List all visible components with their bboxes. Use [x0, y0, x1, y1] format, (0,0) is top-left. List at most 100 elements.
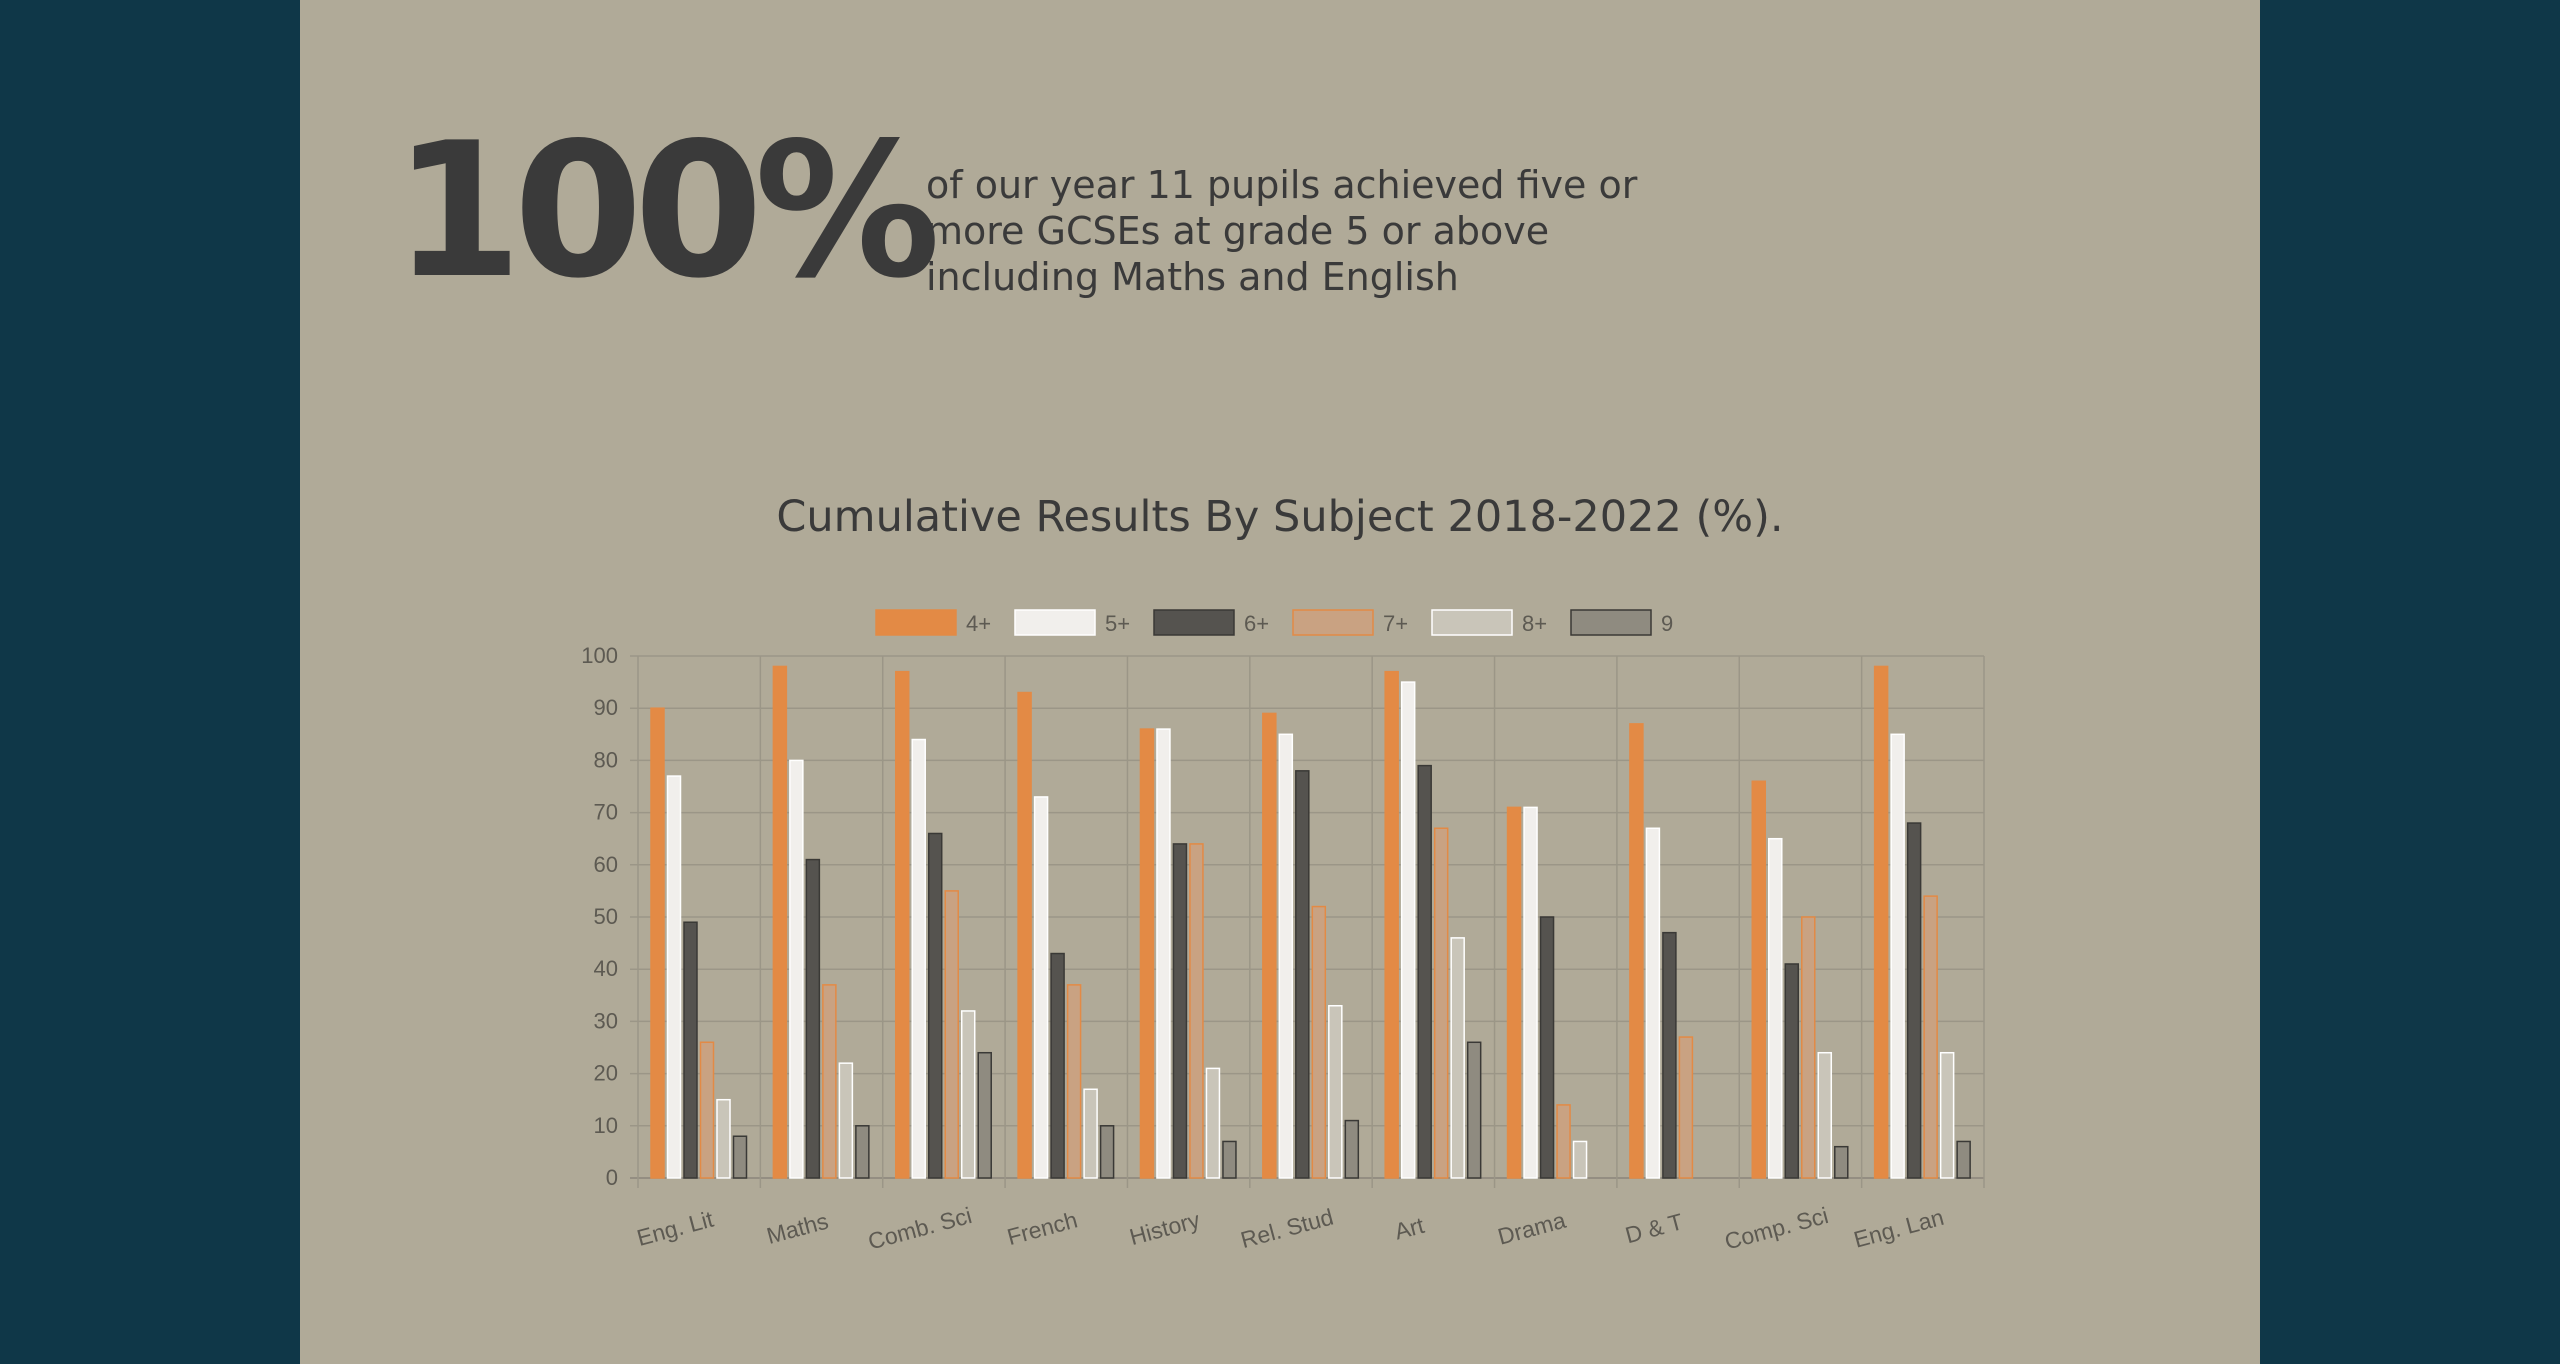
- bar: [944, 890, 959, 1179]
- bar: [822, 984, 837, 1179]
- bar: [960, 1010, 976, 1179]
- bar: [1506, 806, 1522, 1179]
- y-tick-label: 30: [594, 1008, 618, 1033]
- bar: [1222, 1140, 1237, 1179]
- y-tick-label: 100: [581, 643, 618, 668]
- bar: [716, 1098, 731, 1179]
- bar: [1556, 1104, 1571, 1179]
- y-tick-label: 0: [606, 1165, 618, 1190]
- bar: [1066, 984, 1082, 1179]
- bar: [805, 858, 821, 1179]
- y-tick-label: 20: [594, 1061, 618, 1086]
- bar: [1278, 733, 1294, 1179]
- bar: [1834, 1145, 1849, 1179]
- bar: [789, 759, 804, 1179]
- bar: [1906, 822, 1922, 1179]
- x-tick-label: Eng. Lan: [1851, 1204, 1947, 1253]
- bar: [683, 921, 698, 1179]
- legend-swatch: [1014, 609, 1096, 636]
- x-tick-label: Art: [1392, 1212, 1428, 1245]
- x-tick-label: Comp. Sci: [1722, 1202, 1831, 1255]
- bar: [1139, 728, 1155, 1179]
- x-tick-label: Comb. Sci: [865, 1202, 974, 1255]
- y-tick-label: 70: [594, 800, 618, 825]
- bar: [1205, 1067, 1221, 1179]
- legend-label: 4+: [966, 611, 991, 636]
- bar: [1450, 937, 1465, 1179]
- bar: [1939, 1051, 1955, 1179]
- bar: [855, 1125, 870, 1179]
- bar: [1890, 733, 1905, 1179]
- bar: [1156, 728, 1171, 1179]
- y-tick-label: 10: [594, 1113, 618, 1138]
- bar: [1539, 916, 1555, 1179]
- bar: [1466, 1041, 1482, 1179]
- headline-description: of our year 11 pupils achieved five or m…: [926, 163, 1638, 299]
- bar: [1433, 827, 1449, 1179]
- bar: [1344, 1119, 1360, 1179]
- bar: [1768, 837, 1783, 1179]
- legend-swatch: [875, 609, 957, 636]
- bar: [650, 707, 665, 1179]
- bar: [1384, 670, 1399, 1179]
- bar: [1417, 764, 1432, 1179]
- bar: [1629, 723, 1644, 1179]
- x-tick-label: Drama: [1495, 1207, 1569, 1250]
- legend-swatch: [1570, 609, 1652, 636]
- bar: [1328, 1004, 1343, 1179]
- y-tick-label: 60: [594, 852, 618, 877]
- bar: [666, 775, 682, 1179]
- x-tick-label: Maths: [764, 1208, 831, 1249]
- legend-swatch: [1153, 609, 1235, 636]
- x-tick-label: History: [1127, 1206, 1203, 1250]
- x-tick-label: French: [1004, 1206, 1080, 1250]
- bar: [1017, 691, 1032, 1179]
- y-tick-label: 50: [594, 904, 618, 929]
- bar: [1751, 780, 1767, 1179]
- chart-title: Cumulative Results By Subject 2018-2022 …: [776, 492, 1784, 542]
- legend-label: 8+: [1522, 611, 1547, 636]
- bar: [1172, 843, 1188, 1179]
- bar: [911, 738, 926, 1179]
- bar: [1645, 827, 1661, 1179]
- bar: [977, 1051, 992, 1179]
- bar: [699, 1041, 715, 1179]
- bar: [1099, 1125, 1115, 1179]
- bar: [772, 665, 788, 1179]
- legend-label: 6+: [1244, 611, 1269, 636]
- bar: [927, 832, 943, 1179]
- bar: [732, 1135, 748, 1179]
- bar: [1923, 895, 1938, 1179]
- bar: [1262, 712, 1277, 1179]
- legend-swatch: [1431, 609, 1513, 636]
- bar: [1083, 1088, 1098, 1179]
- bar: [1678, 1036, 1694, 1179]
- y-tick-label: 40: [594, 956, 618, 981]
- bar: [1400, 681, 1416, 1179]
- legend-swatch: [1292, 609, 1374, 636]
- headline-percentage: 100%: [393, 102, 941, 319]
- bar: [894, 670, 910, 1179]
- bar: [1817, 1051, 1833, 1179]
- bar: [1956, 1140, 1971, 1179]
- bar: [1523, 806, 1538, 1179]
- x-tick-label: Eng. Lit: [634, 1205, 717, 1250]
- bar: [1784, 963, 1800, 1179]
- bar: [1033, 796, 1049, 1179]
- y-tick-label: 80: [594, 747, 618, 772]
- bar: [1295, 770, 1310, 1179]
- bar: [1050, 952, 1065, 1179]
- legend-label: 7+: [1383, 611, 1408, 636]
- bar: [1189, 843, 1204, 1179]
- bar: [1662, 931, 1677, 1179]
- bar: [1801, 916, 1816, 1179]
- bar: [1311, 905, 1327, 1179]
- bar: [1572, 1140, 1588, 1179]
- x-tick-label: Rel. Stud: [1238, 1203, 1336, 1253]
- bar: [838, 1062, 854, 1179]
- legend-label: 5+: [1105, 611, 1130, 636]
- bar: [1873, 665, 1889, 1179]
- legend-label: 9: [1661, 611, 1673, 636]
- x-tick-label: D & T: [1622, 1208, 1685, 1248]
